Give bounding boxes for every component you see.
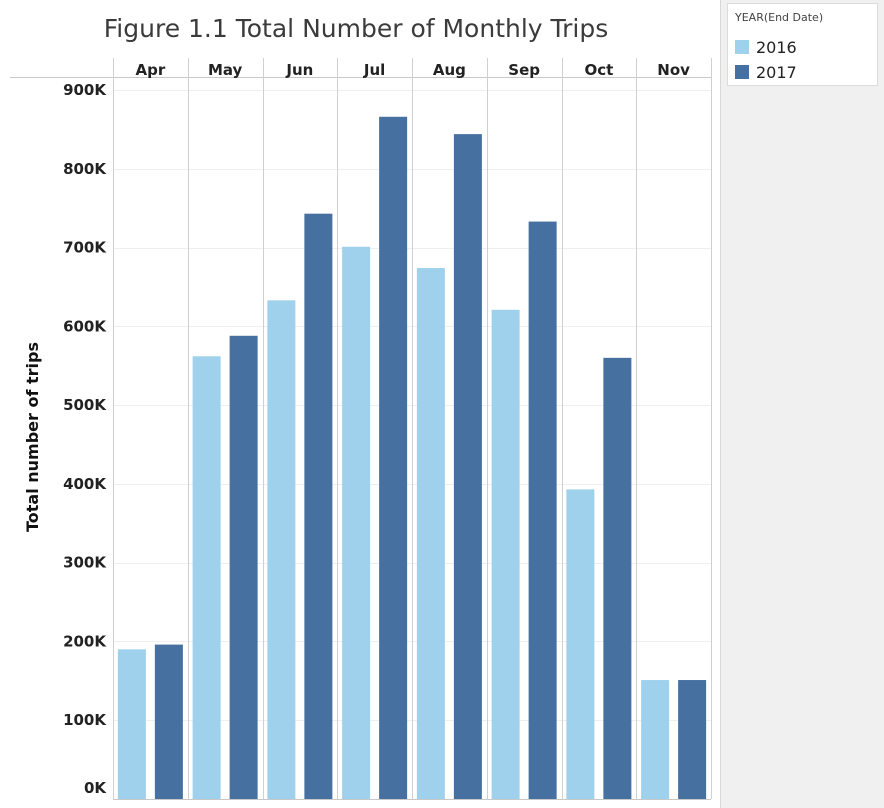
bar-jun-2016 [267, 300, 296, 799]
y-tick-label: 600K [63, 317, 107, 335]
x-tick-label-apr: Apr [136, 61, 166, 79]
legend[interactable]: YEAR(End Date) 2016 2017 [727, 3, 878, 86]
y-tick-label: 500K [63, 396, 107, 414]
bar-aug-2016 [416, 268, 445, 799]
bar-oct-2016 [566, 489, 595, 799]
bar-apr-2017 [154, 644, 183, 799]
y-tick-label: 300K [63, 554, 107, 572]
bar-sep-2016 [491, 309, 520, 799]
x-tick-label-may: May [208, 61, 243, 79]
x-tick-label-sep: Sep [508, 61, 540, 79]
x-tick-label-jun: Jun [285, 61, 313, 79]
bar-aug-2017 [453, 134, 482, 800]
y-tick-label: 800K [63, 160, 107, 178]
x-tick-label-nov: Nov [657, 61, 690, 79]
legend-panel: YEAR(End Date) 2016 2017 [720, 0, 884, 808]
bar-may-2017 [229, 335, 258, 799]
x-tick-label-aug: Aug [433, 61, 466, 79]
y-tick-label: 400K [63, 475, 107, 493]
legend-label-2016: 2016 [756, 38, 797, 57]
bar-jul-2017 [379, 116, 408, 800]
bar-jun-2017 [304, 213, 333, 800]
x-tick-label-oct: Oct [584, 61, 613, 79]
bar-apr-2016 [117, 649, 146, 799]
bar-chart: 0K 100K 200K 300K 400K 500K 600K 700K 800K 900K Ap… [10, 58, 712, 800]
legend-title: YEAR(End Date) [735, 11, 824, 24]
bar-oct-2017 [603, 357, 632, 799]
legend-swatch-2017 [735, 65, 749, 79]
bar-sep-2017 [528, 221, 557, 799]
y-tick-label: 200K [63, 632, 107, 650]
bar-nov-2016 [641, 680, 670, 799]
chart-title: Figure 1.1 Total Number of Monthly Trips [103, 14, 609, 43]
legend-swatch-2016 [735, 40, 749, 54]
y-tick-label: 100K [63, 711, 107, 729]
legend-label-2017: 2017 [756, 63, 797, 82]
bar-may-2016 [192, 356, 221, 799]
bar-nov-2017 [678, 680, 707, 799]
bar-jul-2016 [342, 246, 371, 800]
y-tick-label: 700K [63, 239, 107, 257]
x-tick-label-jul: Jul [363, 61, 385, 79]
y-tick-label: 0K [84, 779, 107, 797]
y-axis-title: Total number of trips [23, 342, 42, 532]
chart-worksheet: Figure 1.1 Total Number of Monthly Trips… [10, 14, 712, 800]
y-tick-label: 900K [63, 81, 107, 99]
